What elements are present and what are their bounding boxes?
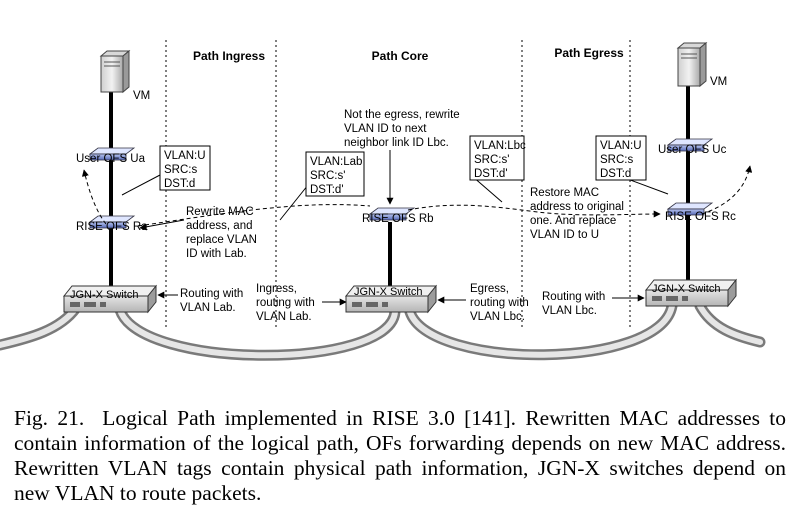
user-ofs-uc-label: User OFS Uc [658, 144, 727, 156]
logical-path-diagram: Path Ingress Path Core Path Egress VM [0, 40, 766, 361]
info-box-uc: VLAN:U SRC:s DST:d [595, 135, 647, 181]
box4-line1: VLAN:U [600, 140, 642, 152]
jgnx-switch-right-icon [644, 278, 738, 308]
arrow-to-ra [139, 219, 185, 231]
box3-line2: SRC:s' [474, 154, 509, 166]
rise-ofs-ra-label: RISE OFS Ra [76, 221, 148, 233]
note-rewrite-mac: Rewrite MAC address, and replace VLAN ID… [186, 206, 257, 260]
ofs-rc-icon [666, 202, 714, 216]
user-ofs-ua-label: User OFS Ua [76, 153, 146, 165]
box4-line2: SRC:s [600, 154, 633, 166]
box3-line1: VLAN:Lbc [474, 140, 526, 152]
figure-caption: Fig. 21. Logical Path implemented in RISE… [14, 406, 786, 506]
note-egress-2: routing with [470, 297, 529, 309]
info-box-lbc: VLAN:Lbc SRC:s' DST:d' [469, 135, 526, 181]
note-rewrite-mac-3: replace VLAN [186, 234, 257, 246]
note-routing-lbc: Routing with VLAN Lbc. [542, 291, 605, 317]
note-ingress-3: VLAN Lab. [256, 311, 312, 323]
note-routing-lab-2: VLAN Lab. [180, 302, 236, 314]
note-routing-lbc-1: Routing with [542, 291, 605, 303]
note-ingress-2: routing with [256, 297, 315, 309]
vm-right-label: VM [710, 76, 727, 88]
rise-ofs-rb-label: RISE OFS Rb [362, 213, 434, 225]
network-cables [0, 300, 766, 361]
box4-line3: DST:d [600, 168, 631, 180]
box1-line3: DST:d [164, 178, 195, 190]
box1-line2: SRC:s [164, 164, 197, 176]
vm-left-label: VM [133, 90, 150, 102]
note-egress-3: VLAN Lbc. [470, 311, 525, 323]
note-egress-1: Egress, [470, 283, 509, 295]
vm-server-left-icon [99, 49, 131, 94]
box2-line3: DST:d' [310, 184, 344, 196]
note-restore-mac-2: address to original [530, 201, 624, 213]
header-path-egress: Path Egress [554, 46, 624, 60]
note-not-egress: Not the egress, rewrite VLAN ID to next … [344, 109, 460, 149]
note-routing-lab: Routing with VLAN Lab. [180, 288, 243, 314]
info-box-ua: VLAN:U SRC:s DST:d [159, 145, 211, 191]
vertical-links [109, 86, 690, 292]
note-ingress-routing: Ingress, routing with VLAN Lab. [256, 283, 315, 323]
note-ingress-1: Ingress, [256, 283, 297, 295]
note-restore-mac: Restore MAC address to original one. And… [530, 187, 624, 241]
jgnx-switch-middle-icon [344, 284, 438, 314]
header-path-core: Path Core [372, 49, 429, 63]
switch-middle-label: JGN-X Switch [354, 286, 422, 298]
note-routing-lab-1: Routing with [180, 288, 243, 300]
box2-line1: VLAN:Lab [310, 156, 362, 168]
note-egress-routing: Egress, routing with VLAN Lbc. [470, 283, 529, 323]
note-not-egress-3: neighbor link ID Lbc. [344, 137, 449, 149]
note-routing-lbc-2: VLAN Lbc. [542, 305, 597, 317]
ofs-ua-icon [88, 147, 136, 161]
jgnx-switch-left-icon [62, 284, 158, 314]
box1-line1: VLAN:U [164, 150, 206, 162]
note-rewrite-mac-1: Rewrite MAC [186, 206, 254, 218]
note-restore-mac-4: VLAN ID to U [530, 229, 599, 241]
switch-right-label: JGN-X Switch [652, 283, 720, 295]
header-path-ingress: Path Ingress [193, 49, 265, 63]
note-not-egress-2: VLAN ID to next [344, 123, 427, 135]
note-restore-mac-3: one. And replace [530, 215, 616, 227]
note-rewrite-mac-2: address, and [186, 220, 253, 232]
rise-ofs-rc-label: RISE OFS Rc [665, 211, 736, 223]
ofs-rb-icon [368, 207, 416, 221]
vm-server-right-icon [676, 41, 708, 88]
caption-fig-number: Fig. 21. [14, 406, 85, 430]
info-box-lab: VLAN:Lab SRC:s' DST:d' [305, 151, 365, 197]
switch-left-label: JGN-X Switch [70, 289, 138, 301]
box3-line3: DST:d' [474, 168, 508, 180]
caption-text: Logical Path implemented in RISE 3.0 [14… [14, 406, 786, 505]
note-restore-mac-1: Restore MAC [530, 187, 599, 199]
note-rewrite-mac-4: ID with Lab. [186, 248, 247, 260]
ofs-uc-icon [666, 138, 714, 152]
box2-line2: SRC:s' [310, 170, 345, 182]
logical-path-dashed [81, 165, 753, 227]
note-not-egress-1: Not the egress, rewrite [344, 109, 460, 121]
